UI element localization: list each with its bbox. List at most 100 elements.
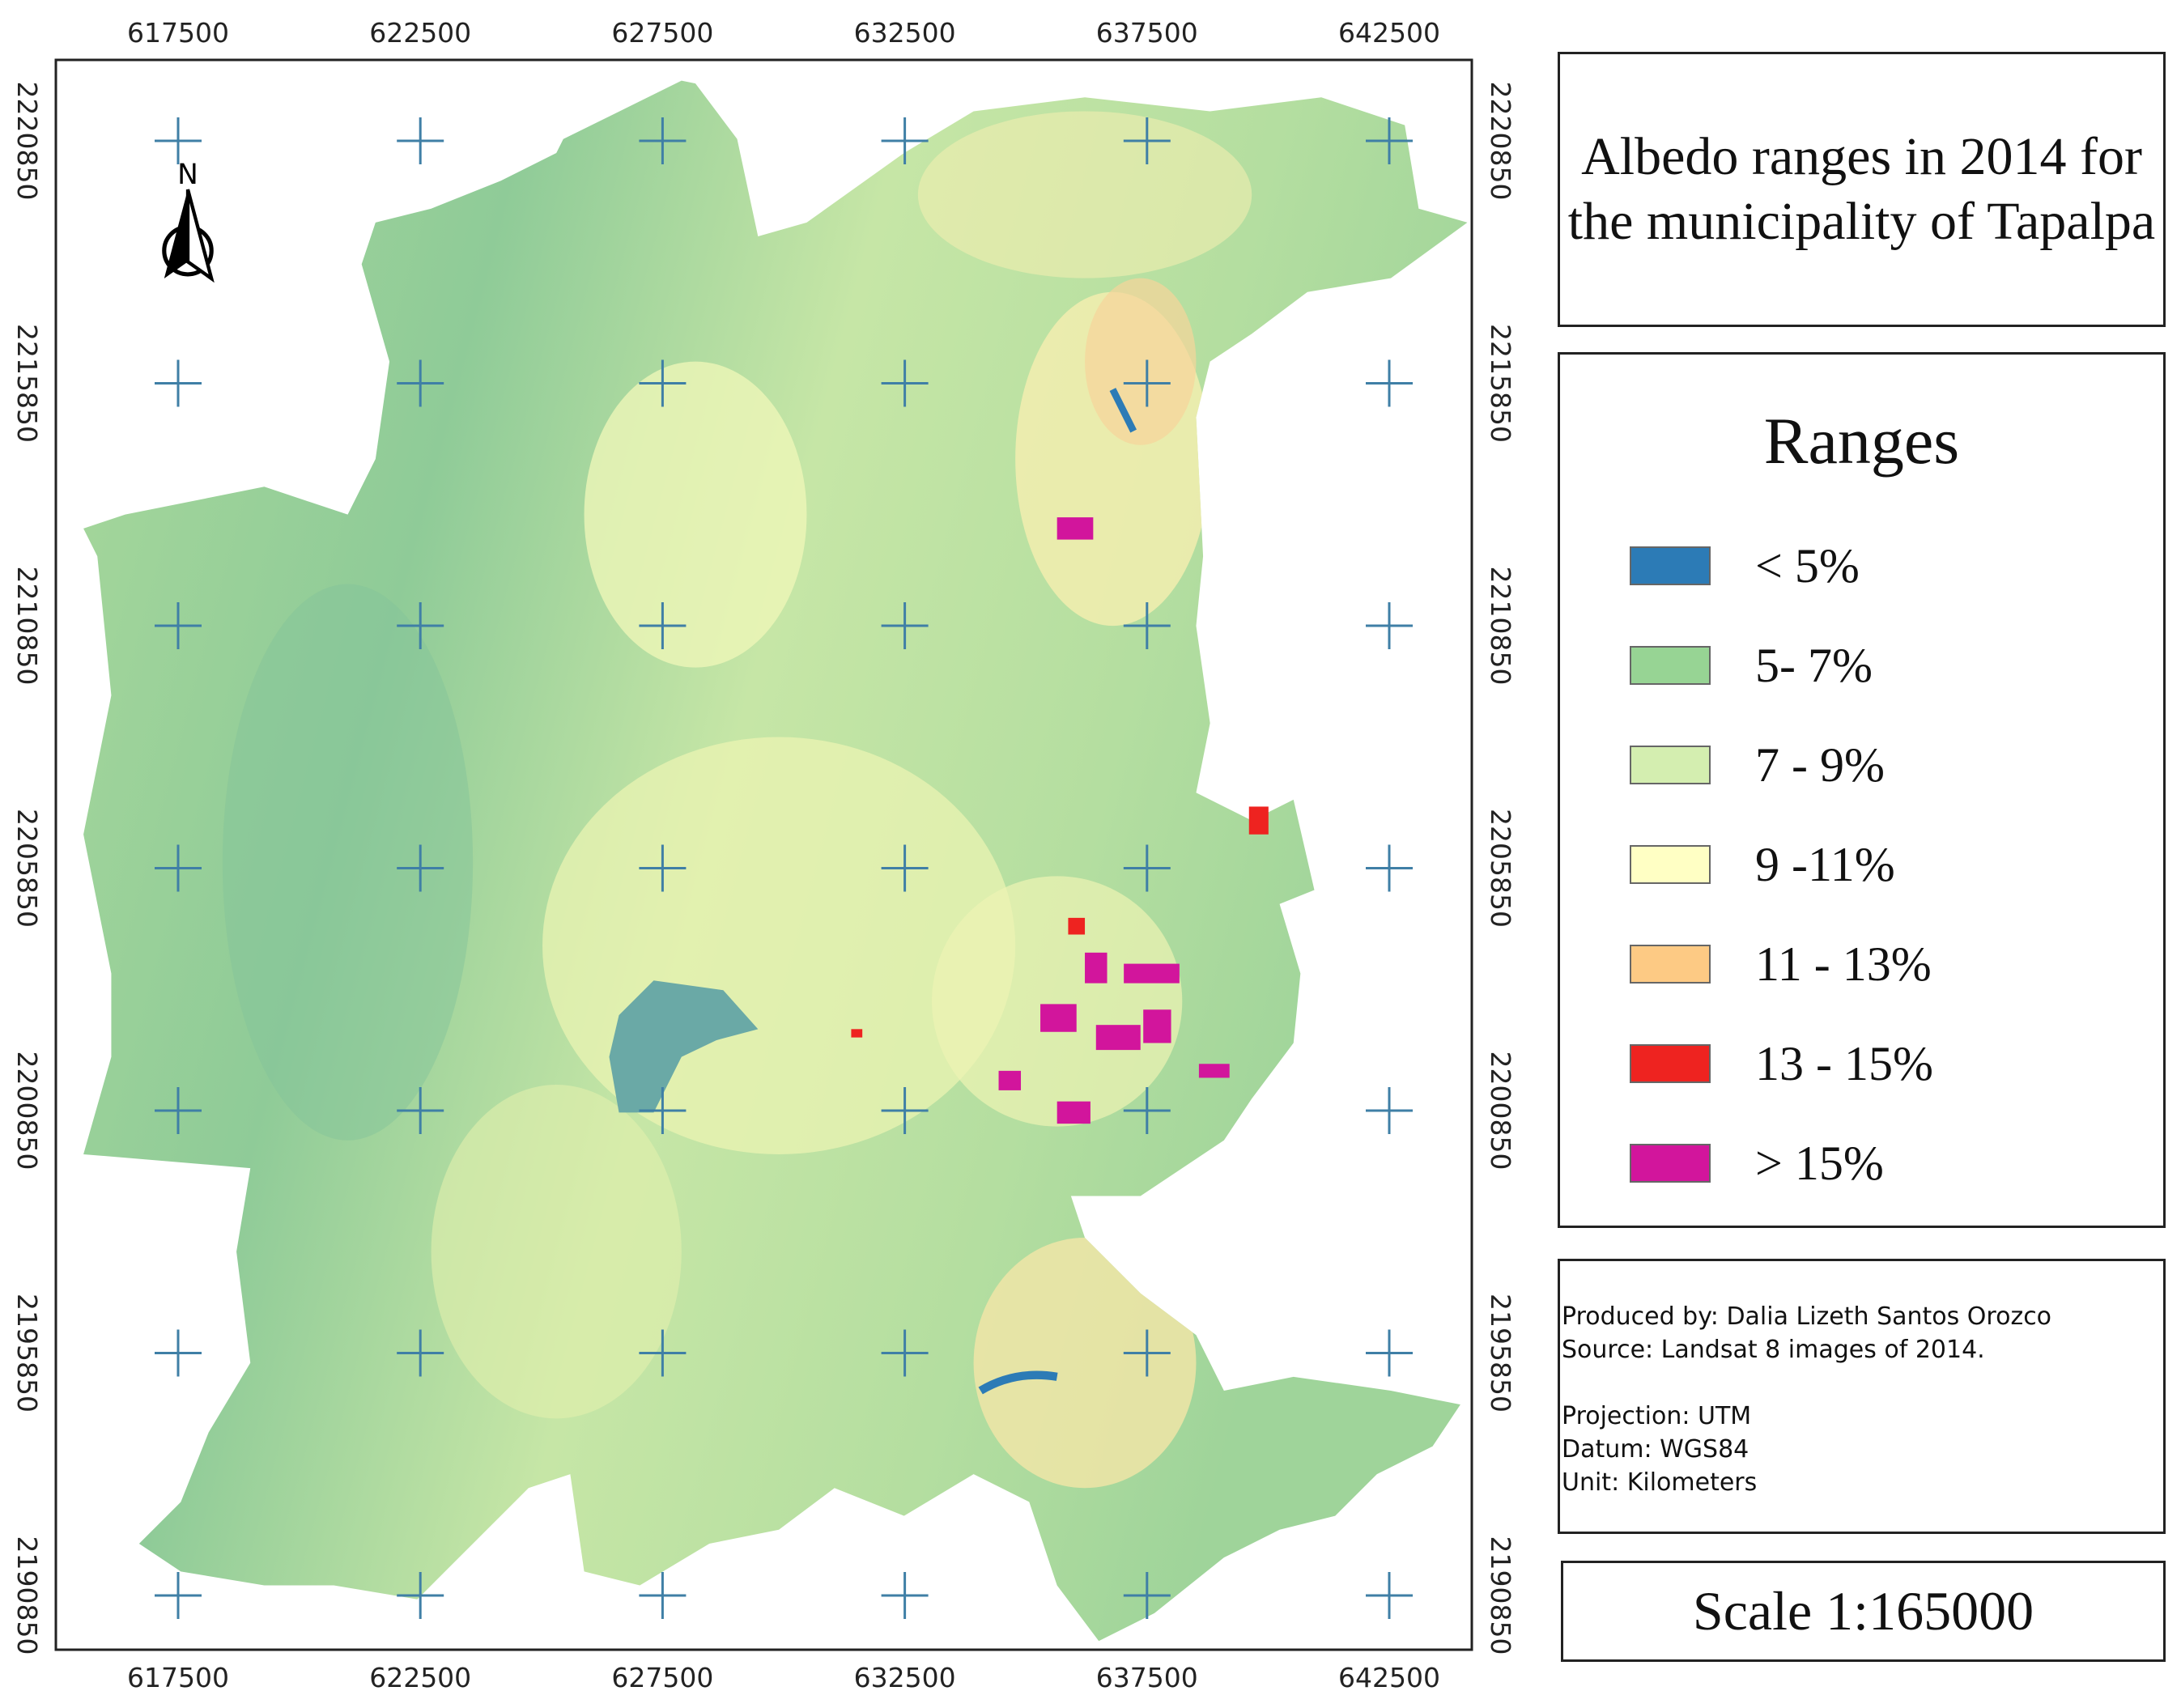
title-box: Albedo ranges in 2014 for the municipali… [1558, 52, 2166, 327]
legend-swatch [1630, 845, 1711, 884]
grid-cross [639, 117, 687, 164]
high-albedo [998, 517, 1230, 1124]
grid-cross [639, 1329, 687, 1377]
grid-cross [1366, 844, 1413, 892]
grid-cross [639, 359, 687, 407]
municipality [83, 80, 1468, 1642]
y-coordinate-label: 2200850 [11, 1052, 43, 1171]
grid-cross [397, 1087, 444, 1134]
x-coordinate-label: 627500 [611, 17, 713, 49]
credit-line: Produced by: Dalia Lizeth Santos Orozco [1562, 1302, 2052, 1331]
x-coordinate-label: 622500 [369, 1662, 471, 1693]
y-coordinate-label: 2195850 [11, 1294, 43, 1413]
grid-cross [155, 602, 202, 649]
legend: Ranges < 5% 5- 7% 7 - 9% 9 -11% 11 - 13% 13 -… [1558, 352, 2166, 1228]
grid-cross [155, 1087, 202, 1134]
y-coordinate-label: 2215850 [11, 324, 43, 443]
grid-cross [1366, 1087, 1413, 1134]
grid-cross [155, 1329, 202, 1377]
grid-cross [1366, 1329, 1413, 1377]
grid-cross [639, 1087, 687, 1134]
credit-line: Unit: Kilometers [1562, 1468, 1758, 1497]
grid-cross [155, 359, 202, 407]
grid-cross [1123, 844, 1171, 892]
legend-label: < 5% [1755, 539, 1860, 593]
x-coordinate-label: 632500 [854, 17, 956, 49]
legend-title: Ranges [1763, 404, 1960, 478]
map-title: Albedo ranges in 2014 for the municipali… [1567, 127, 2156, 251]
x-coordinate-label: 622500 [369, 17, 471, 49]
grid-cross [881, 1572, 929, 1619]
legend-label: 9 -11% [1755, 838, 1895, 891]
grid-cross [397, 359, 444, 407]
x-coordinate-label: 632500 [854, 1662, 956, 1693]
x-coordinate-label: 627500 [611, 1662, 713, 1693]
grid-cross [397, 1572, 444, 1619]
x-coordinate-label: 642500 [1338, 17, 1440, 49]
grid-cross [397, 602, 444, 649]
grid-cross [881, 117, 929, 164]
y-coordinate-label: 2220850 [1485, 82, 1516, 201]
grid-cross [1366, 1572, 1413, 1619]
y-coordinate-label: 2200850 [1485, 1052, 1516, 1171]
grid-cross [1123, 1572, 1171, 1619]
grid-cross [881, 359, 929, 407]
albedo-patches [222, 111, 1252, 1489]
grid-cross [397, 844, 444, 892]
grid-cross [1366, 602, 1413, 649]
legend-swatch [1630, 945, 1711, 984]
legend-swatch [1630, 746, 1711, 784]
grid-cross [397, 1329, 444, 1377]
legend-swatch [1630, 646, 1711, 685]
grid-cross [1123, 602, 1171, 649]
legend-label: 11 - 13% [1755, 937, 1932, 991]
y-coordinate-label: 2215850 [1485, 324, 1516, 443]
legend-label: 5- 7% [1755, 639, 1873, 692]
y-coordinate-label: 2195850 [1485, 1294, 1516, 1413]
x-coordinate-label: 617500 [127, 17, 229, 49]
legend-label: 7 - 9% [1755, 738, 1885, 792]
credit-line: Source: Landsat 8 images of 2014. [1562, 1336, 1985, 1364]
red-patches [851, 806, 1269, 1038]
map-figure: 617500 617500 622500 622500 627500 627500 6325… [11, 17, 1516, 1693]
legend-swatch [1630, 1144, 1711, 1183]
y-coordinate-label: 2210850 [11, 567, 43, 686]
credit-line: Projection: UTM [1562, 1402, 1752, 1430]
grid-cross [639, 602, 687, 649]
grid-cross [639, 844, 687, 892]
legend-swatch [1630, 1044, 1711, 1083]
grid-cross [881, 1329, 929, 1377]
grid-cross [1366, 359, 1413, 407]
legend-label: 13 - 15% [1755, 1037, 1933, 1090]
credit-line: Datum: WGS84 [1562, 1435, 1749, 1464]
north-arrow: N [162, 159, 215, 283]
north-label: N [177, 159, 198, 191]
grid-cross [881, 1087, 929, 1134]
grid-cross [639, 1572, 687, 1619]
y-coordinate-label: 2190850 [11, 1536, 43, 1655]
grid-cross [155, 117, 202, 164]
grid-cross [881, 844, 929, 892]
legend-swatch [1630, 546, 1711, 585]
y-coordinate-label: 2210850 [1485, 567, 1516, 686]
grid-cross [397, 117, 444, 164]
legend-label: > 15% [1755, 1137, 1884, 1190]
grid-cross [1123, 1087, 1171, 1134]
grid-cross [881, 602, 929, 649]
credits: Produced by: Dalia Lizeth Santos Orozco S… [1558, 1259, 2166, 1534]
x-coordinate-label: 637500 [1096, 17, 1198, 49]
grid-cross [1366, 117, 1413, 164]
y-coordinate-label: 2190850 [1485, 1536, 1516, 1655]
grid-cross [1123, 359, 1171, 407]
grid-cross [1123, 117, 1171, 164]
grid-cross [155, 844, 202, 892]
x-coordinate-label: 637500 [1096, 1662, 1198, 1693]
scale-text: Scale 1:165000 [1692, 1580, 2034, 1642]
x-coordinate-label: 642500 [1338, 1662, 1440, 1693]
lake [609, 980, 759, 1113]
x-coordinate-label: 617500 [127, 1662, 229, 1693]
y-coordinate-label: 2220850 [11, 82, 43, 201]
credit-gap [1562, 1366, 2163, 1400]
y-coordinate-label: 2205850 [1485, 809, 1516, 928]
